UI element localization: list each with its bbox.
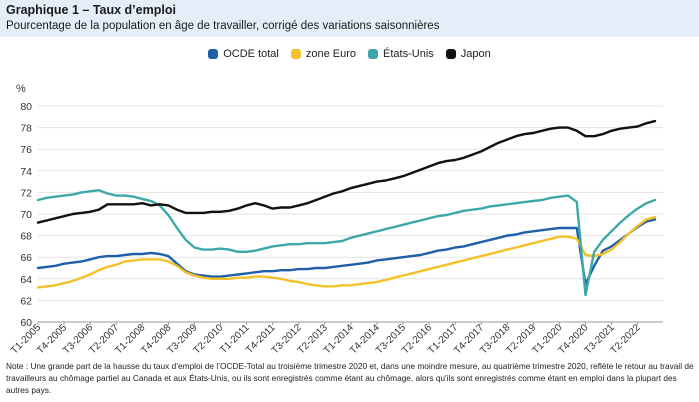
y-tick-label: 64 <box>20 274 32 286</box>
legend-label: Japon <box>460 48 491 60</box>
series-line <box>36 216 657 289</box>
chart-subtitle: Pourcentage de la population en âge de t… <box>6 20 440 32</box>
legend-item: Japon <box>445 48 491 60</box>
y-tick-label: 68 <box>20 231 32 243</box>
y-tick-label: 62 <box>20 295 32 307</box>
legend-label: OCDE total <box>223 48 279 60</box>
chart-header: Graphique 1 – Taux d’emploi Pourcentage … <box>0 0 699 37</box>
chart-title: Graphique 1 – Taux d’emploi <box>6 3 176 17</box>
x-tick-label: T2-2022 <box>609 322 643 355</box>
y-tick-label: 80 <box>20 101 32 113</box>
chart-legend: OCDE total zone Euro États-Unis Japon <box>0 48 699 62</box>
y-tick-label: 66 <box>20 252 32 264</box>
legend-swatch <box>208 49 219 59</box>
legend-item: États-Unis <box>368 48 434 60</box>
footnote: Note : Une grande part de la hausse du t… <box>6 361 694 395</box>
y-axis-unit-label: % <box>16 83 26 95</box>
series-line <box>36 218 657 286</box>
legend-swatch <box>290 49 301 59</box>
legend-item: OCDE total <box>208 48 279 60</box>
y-tick-label: 70 <box>20 209 32 221</box>
series-line <box>36 189 657 297</box>
legend-swatch <box>368 49 379 59</box>
legend-label: zone Euro <box>305 48 357 60</box>
legend-label: États-Unis <box>383 48 434 60</box>
legend-swatch <box>445 49 456 59</box>
line-chart: %6062646668707274767880T1-2005T4-2005T3-… <box>9 83 663 355</box>
series-line <box>36 119 657 224</box>
legend-item: zone Euro <box>290 48 357 60</box>
y-tick-label: 74 <box>20 166 32 178</box>
y-tick-label: 72 <box>20 187 32 199</box>
y-tick-label: 60 <box>20 317 32 329</box>
y-tick-label: 76 <box>20 144 32 156</box>
y-tick-label: 78 <box>20 123 32 135</box>
